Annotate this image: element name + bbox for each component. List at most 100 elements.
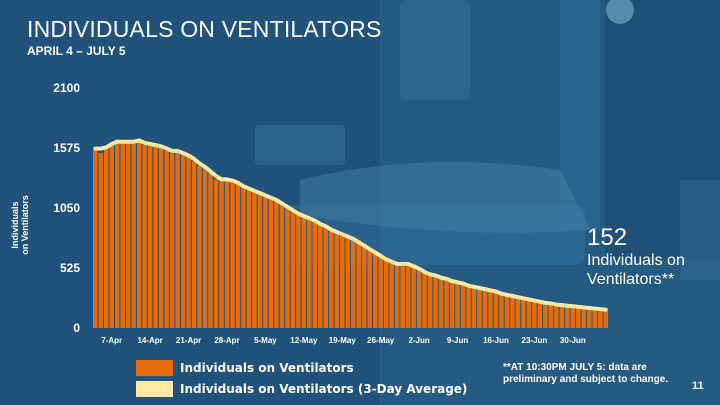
current-count-value: 152 (587, 224, 628, 251)
bar (180, 155, 186, 328)
bar (427, 274, 433, 328)
bar (565, 306, 570, 328)
x-tick-label: 19-May (329, 336, 357, 345)
current-count-label: Individuals on Ventilators** (587, 252, 685, 288)
bar (208, 173, 213, 328)
bar (400, 265, 405, 328)
bar (559, 305, 565, 328)
bar (285, 205, 290, 328)
bar (477, 288, 482, 328)
bar (169, 153, 175, 328)
bar (103, 146, 109, 328)
bar (449, 280, 455, 328)
bar (340, 233, 345, 328)
legend-item-average: Individuals on Ventilators (3-Day Averag… (136, 379, 467, 398)
page-number: 11 (692, 380, 704, 392)
y-tick-label: 0 (73, 321, 80, 335)
bar (581, 307, 587, 328)
y-tick-label: 1575 (53, 141, 80, 155)
bar (383, 257, 389, 328)
bar (471, 286, 477, 328)
chart-subtitle: APRIL 4 – JULY 5 (27, 44, 126, 58)
bar (515, 297, 521, 328)
bar (405, 262, 411, 328)
bar (587, 308, 592, 328)
bar (416, 268, 422, 328)
bar (438, 277, 444, 328)
bar (153, 144, 158, 328)
bar (493, 291, 499, 328)
x-tick-label: 14-Apr (137, 336, 162, 345)
bar (521, 298, 526, 328)
bar (543, 302, 548, 328)
bar (411, 264, 416, 328)
bar (186, 155, 191, 328)
bar (318, 222, 323, 328)
bar (603, 310, 609, 328)
bar (120, 142, 125, 328)
bar (548, 304, 554, 328)
legend: Individuals on Ventilators Individuals o… (136, 358, 467, 400)
bar (576, 307, 581, 328)
bar (164, 150, 169, 328)
chart-title: INDIVIDUALS ON VENTILATORS (27, 16, 382, 42)
bar (230, 179, 235, 328)
x-tick-label: 9-Jun (447, 336, 468, 345)
y-tick-labels: 0 525 1050 1575 2100 (53, 81, 80, 335)
bar (510, 296, 515, 328)
bar (241, 186, 246, 328)
bar (361, 243, 367, 328)
bar (422, 270, 427, 328)
legend-swatch-average (136, 380, 173, 397)
legend-item-bars: Individuals on Ventilators (136, 358, 467, 377)
three-day-average-line (93, 138, 608, 312)
bar (109, 142, 114, 328)
bar (504, 294, 510, 328)
bar (257, 192, 263, 328)
x-tick-label: 21-Apr (176, 336, 201, 345)
bar (367, 248, 372, 328)
bar (268, 196, 274, 328)
x-tick-label: 28-Apr (214, 336, 239, 345)
bar (279, 202, 285, 328)
bar (532, 300, 537, 328)
bar (329, 228, 334, 328)
bar (537, 301, 543, 328)
legend-swatch-bars (136, 359, 173, 376)
legend-label-bars: Individuals on Ventilators (180, 360, 354, 375)
bar (246, 188, 252, 328)
x-tick-label: 12-May (290, 336, 318, 345)
bar (351, 237, 356, 328)
bar (263, 194, 268, 328)
bar (598, 309, 603, 328)
bar (378, 254, 383, 328)
bar (158, 145, 164, 328)
bar (554, 305, 559, 328)
bar (460, 283, 466, 328)
x-tick-label: 7-Apr (101, 336, 122, 345)
bar (274, 200, 279, 328)
bar (323, 226, 329, 328)
x-tick-label: 16-Jun (483, 336, 509, 345)
x-tick-label: 30-Jun (560, 336, 586, 345)
bar (98, 153, 103, 328)
bar (213, 179, 219, 328)
legend-label-average: Individuals on Ventilators (3-Day Averag… (180, 381, 468, 396)
bar (455, 282, 460, 328)
bar (290, 209, 296, 328)
bar (131, 142, 136, 328)
bar (444, 278, 449, 328)
bar (526, 299, 532, 328)
bar (114, 139, 120, 328)
y-tick-label: 525 (60, 261, 80, 275)
y-tick-label: 1050 (53, 201, 80, 215)
bar (93, 149, 98, 328)
bar (334, 232, 340, 328)
bar (307, 218, 312, 328)
bar (312, 220, 318, 328)
x-tick-label: 2-Jun (408, 336, 429, 345)
bar (372, 251, 378, 328)
bar (252, 190, 257, 328)
